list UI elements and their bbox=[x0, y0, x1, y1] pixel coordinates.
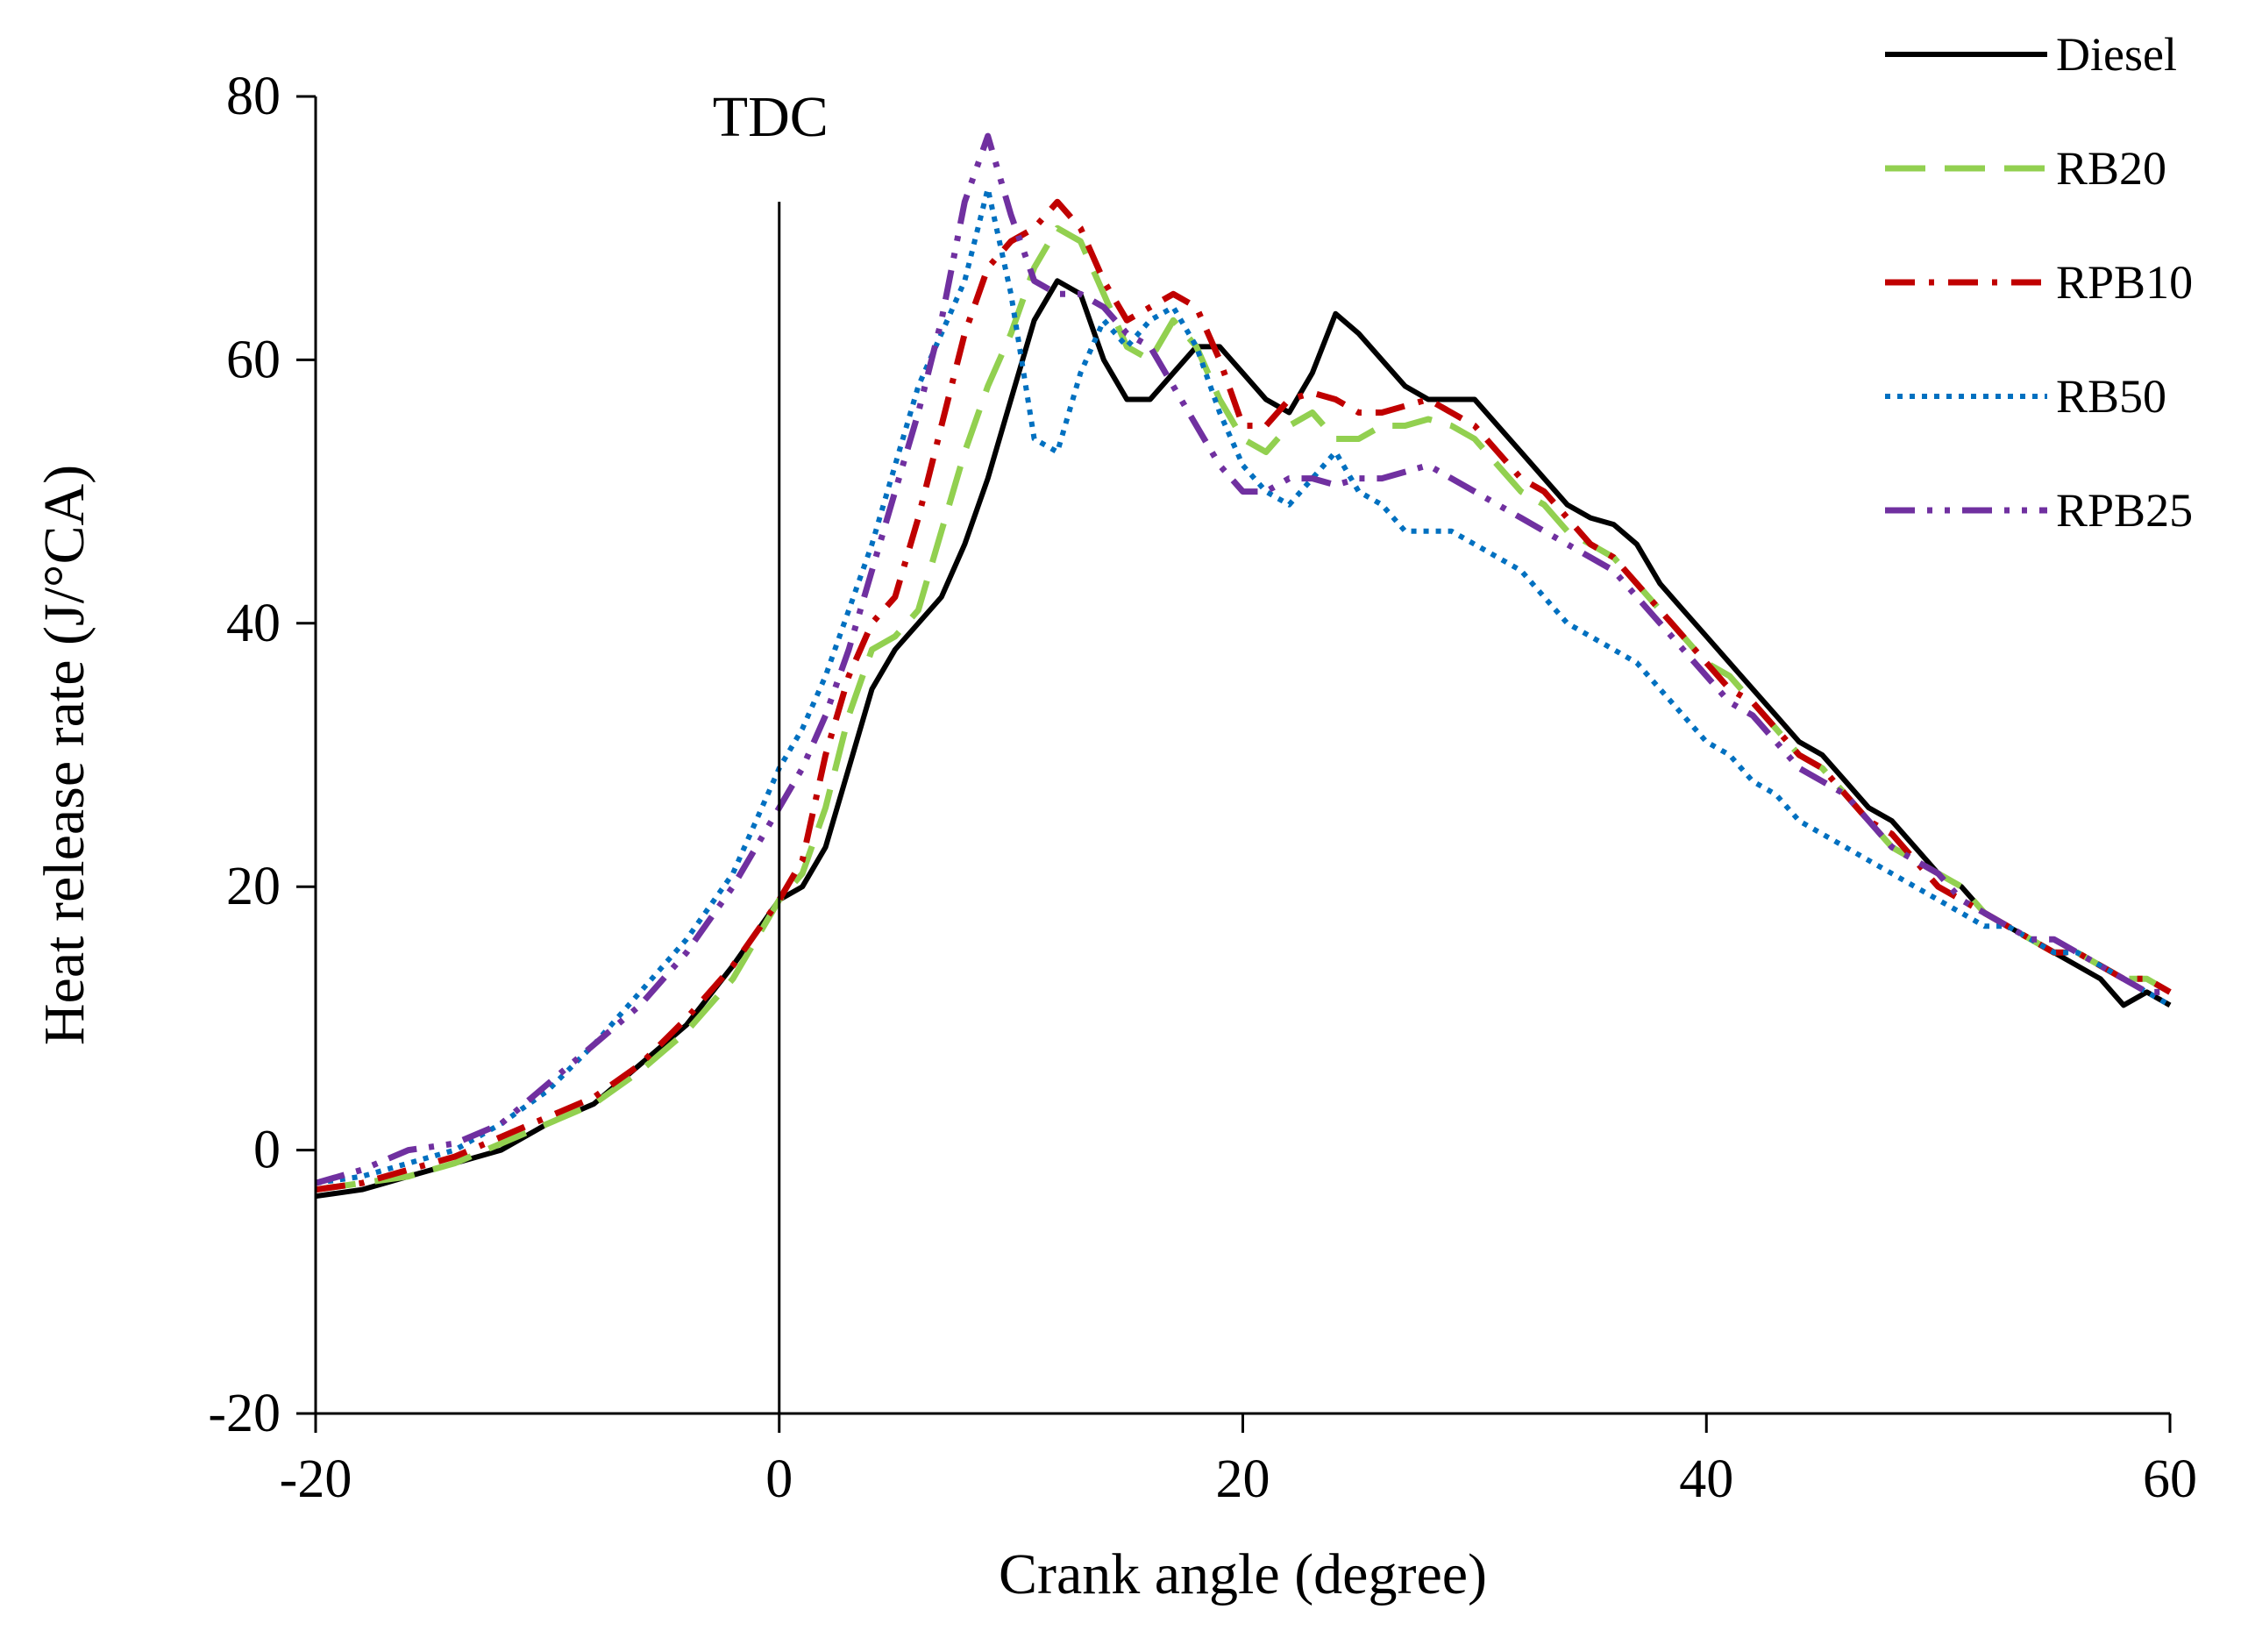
series-line-rpb25 bbox=[315, 132, 2170, 1186]
y-tick-label: 80 bbox=[226, 67, 281, 126]
x-tick-label: 20 bbox=[1216, 1449, 1270, 1509]
legend-label-rb50: RB50 bbox=[2056, 370, 2166, 423]
tdc-label: TDC bbox=[713, 85, 829, 149]
series-line-diesel bbox=[315, 278, 2172, 1200]
y-tick-label: 20 bbox=[226, 857, 281, 916]
x-axis-title: Crank angle (degree) bbox=[999, 1542, 1487, 1606]
y-tick-label: -20 bbox=[208, 1384, 281, 1443]
legend: Diesel RB20 RPB10 RB50 RPB25 bbox=[1885, 28, 2193, 537]
y-axis-title: Heat release rate (J/°CA) bbox=[32, 465, 96, 1045]
x-tick-label: -20 bbox=[280, 1449, 352, 1509]
series-line-rb50 bbox=[315, 186, 2172, 1186]
x-tick-label: 60 bbox=[2143, 1449, 2197, 1509]
x-tick-label: 40 bbox=[1679, 1449, 1733, 1509]
legend-label-diesel: Diesel bbox=[2056, 28, 2177, 81]
y-tick-label: 0 bbox=[253, 1121, 281, 1180]
x-tick-label: 0 bbox=[765, 1449, 793, 1509]
plot-series-group bbox=[315, 132, 2172, 1200]
series-line-rb20 bbox=[315, 224, 2172, 1193]
legend-label-rpb10: RPB10 bbox=[2056, 256, 2193, 309]
legend-label-rb20: RB20 bbox=[2056, 142, 2166, 195]
series-line-rpb10 bbox=[315, 198, 2172, 1193]
y-tick-label: 60 bbox=[226, 330, 281, 389]
legend-label-rpb25: RPB25 bbox=[2056, 484, 2193, 537]
axes-group: -20 0 20 40 60 80 -20 0 20 40 60 Crank angle (degre… bbox=[32, 67, 2197, 1606]
y-tick-label: 40 bbox=[226, 594, 281, 653]
